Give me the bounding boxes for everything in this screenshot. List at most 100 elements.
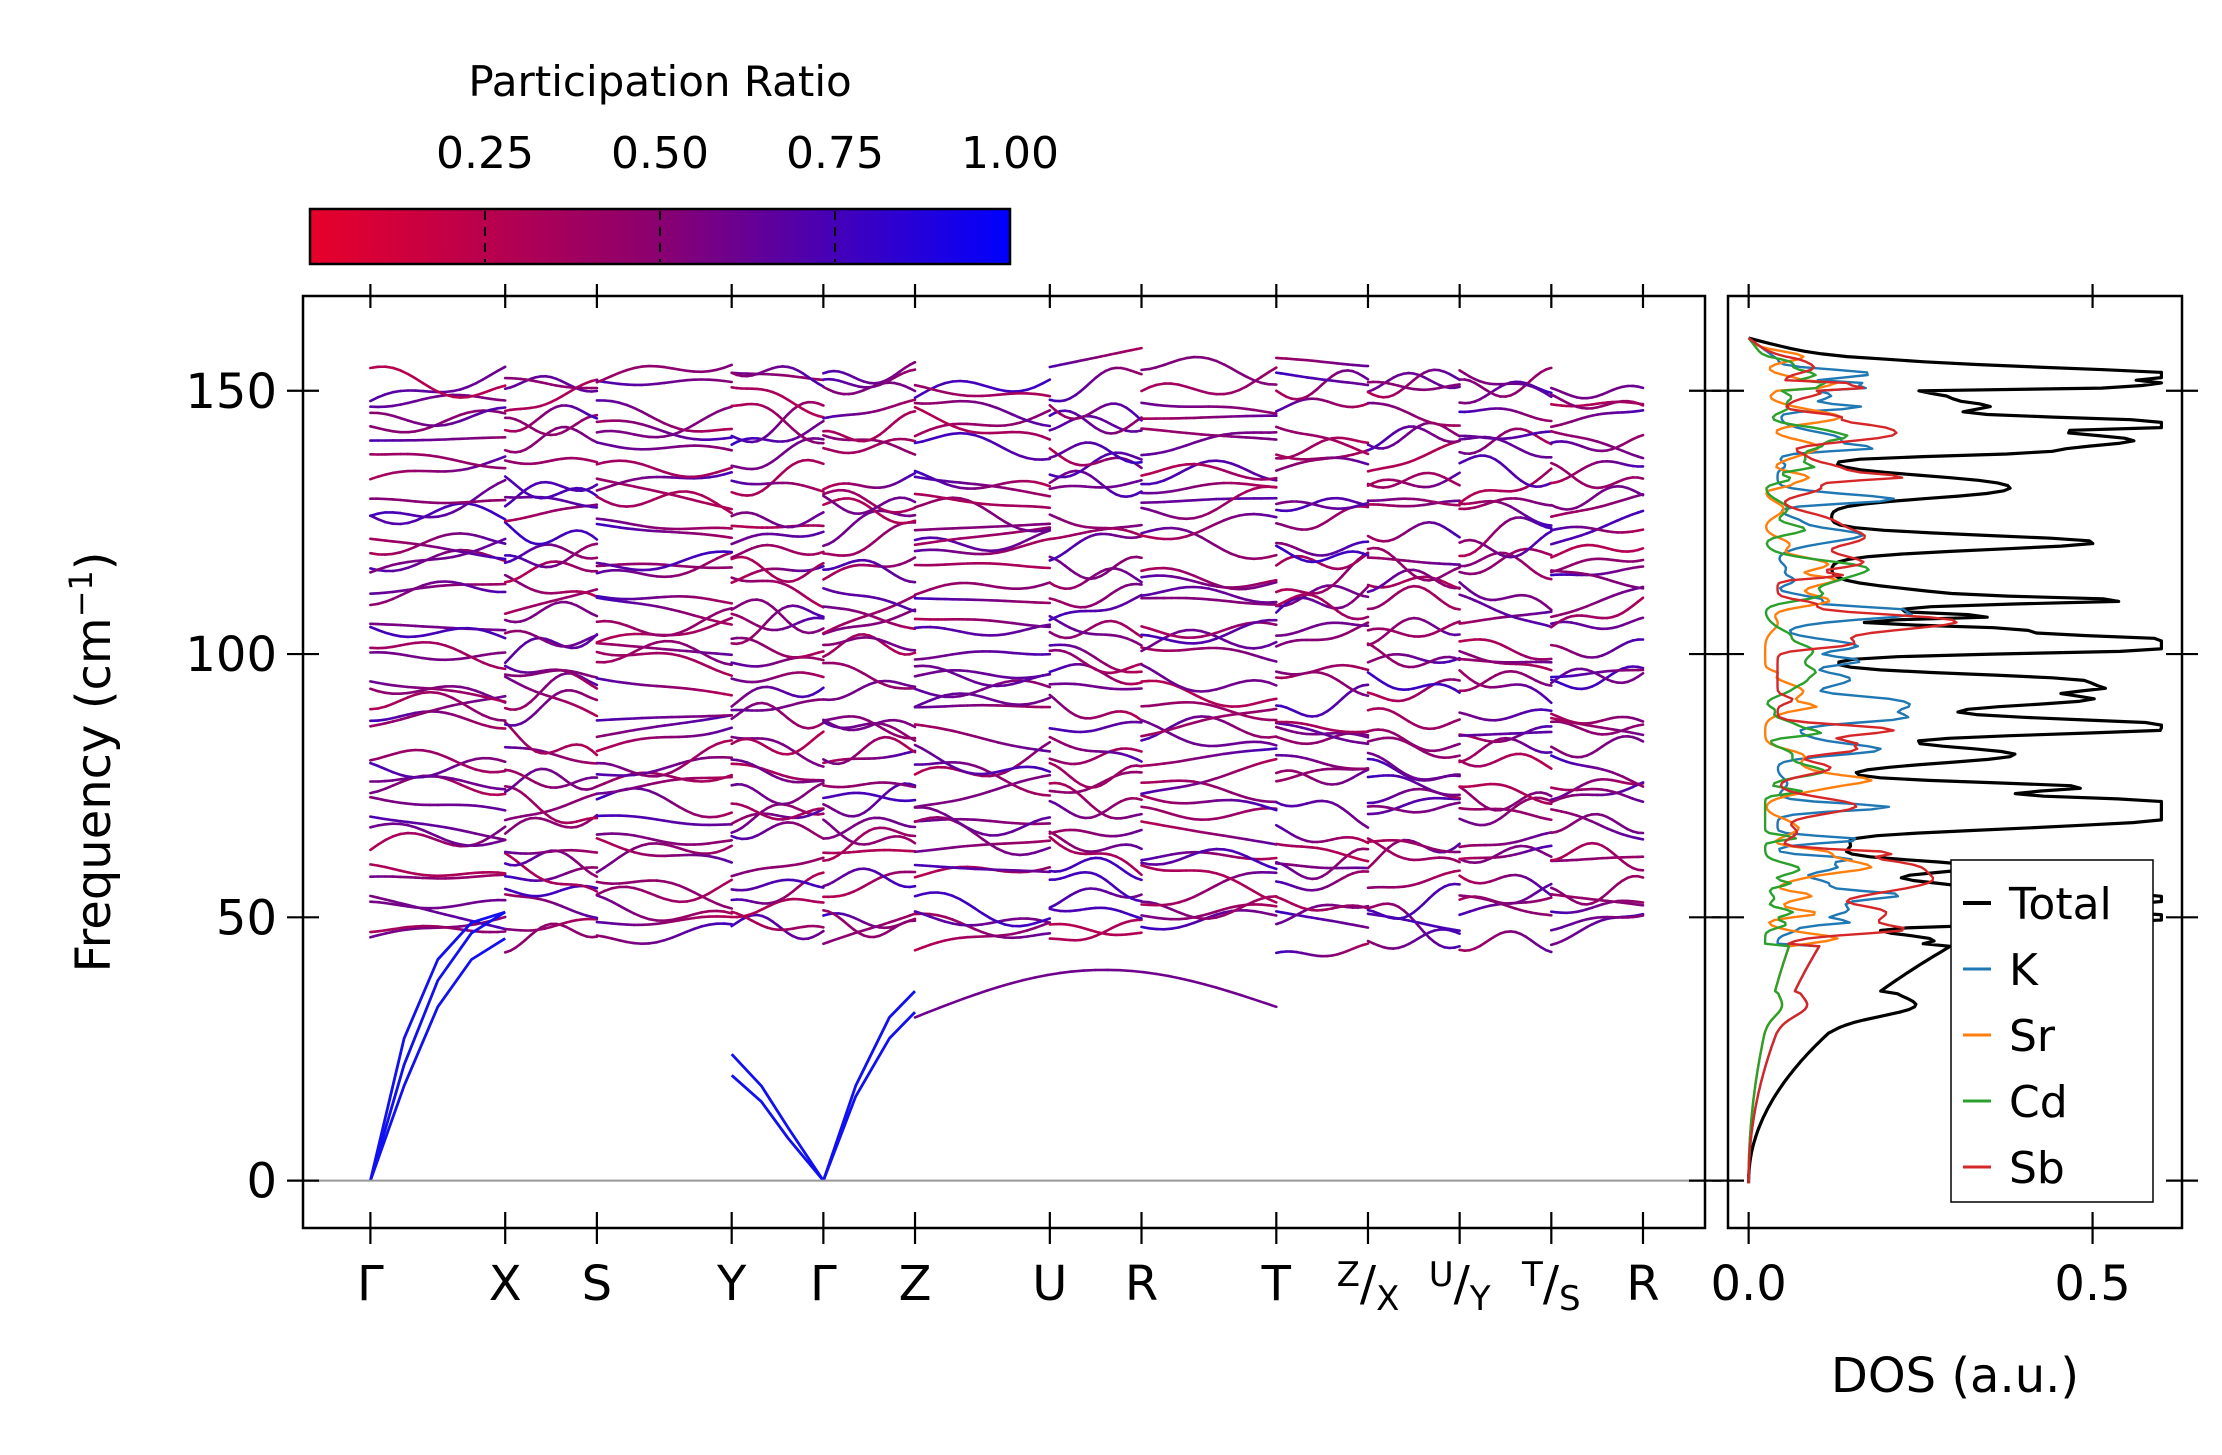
band-segment xyxy=(722,726,734,732)
band-segment xyxy=(685,927,696,934)
band-segment xyxy=(595,836,606,843)
band-segment xyxy=(722,506,734,511)
band-segment xyxy=(1018,756,1029,766)
band-segment xyxy=(496,871,507,875)
band-segment xyxy=(685,555,696,561)
band-segment xyxy=(436,419,447,426)
band-segment xyxy=(722,507,734,515)
band-segment xyxy=(981,912,992,920)
band-segment xyxy=(685,624,696,632)
band-segment xyxy=(466,765,477,771)
band-segment xyxy=(722,905,734,910)
band-segment xyxy=(707,665,719,672)
band-path-segment xyxy=(730,365,825,941)
band-segment xyxy=(816,721,825,728)
band-segment xyxy=(816,856,825,861)
band-segment xyxy=(1135,797,1143,802)
band-segment xyxy=(816,686,825,693)
band-segment xyxy=(488,538,500,544)
band-segment xyxy=(369,843,380,852)
band-segment xyxy=(632,771,644,777)
band-segment xyxy=(466,413,477,420)
band-segment xyxy=(603,374,614,381)
band-segment xyxy=(1135,757,1143,763)
band-segment xyxy=(685,756,696,765)
band-segment xyxy=(908,387,917,393)
band-segment xyxy=(1135,460,1143,465)
band-segment xyxy=(481,536,492,542)
band-segment xyxy=(458,385,470,391)
band-segment xyxy=(908,368,917,373)
band-segment xyxy=(722,671,734,678)
band-segment xyxy=(496,718,507,722)
band-segment xyxy=(692,491,704,497)
band-segment xyxy=(908,838,917,845)
band-segment xyxy=(428,750,440,756)
band-segment xyxy=(816,730,825,737)
band-segment xyxy=(640,499,651,506)
band-segment xyxy=(670,560,681,567)
band-segment xyxy=(692,925,704,931)
band-segment xyxy=(451,758,462,765)
band-segment xyxy=(908,608,917,613)
band-segment xyxy=(590,505,599,509)
band-path-segment xyxy=(913,378,1052,952)
band-segment xyxy=(715,407,726,414)
band-segment xyxy=(369,625,380,632)
band-segment xyxy=(391,699,402,706)
band-segment xyxy=(391,770,402,777)
band-segment xyxy=(406,545,417,552)
band-segment xyxy=(647,641,659,647)
band-segment xyxy=(421,828,432,835)
band-segment xyxy=(384,752,395,758)
band-segment xyxy=(1041,740,1052,749)
band-segment xyxy=(466,584,477,590)
colorbar: Participation Ratio 0.25 0.50 0.75 1.00 xyxy=(308,57,1059,266)
band-segment xyxy=(458,650,470,657)
band-segment xyxy=(595,486,606,492)
band-path-segment xyxy=(503,374,599,954)
band-segment xyxy=(436,838,447,845)
band-segment xyxy=(670,425,681,431)
colorbar-tick-labels: 0.25 0.50 0.75 1.00 xyxy=(436,128,1059,179)
band-segment xyxy=(496,836,507,842)
band-segment xyxy=(496,915,507,921)
band-segment xyxy=(376,393,387,399)
band-segment xyxy=(692,659,704,666)
band-segment xyxy=(590,491,599,498)
band-segment xyxy=(1041,767,1052,774)
band-segment xyxy=(640,915,651,921)
band-segment xyxy=(590,696,599,702)
band-segment xyxy=(1041,793,1052,797)
band-segment xyxy=(473,709,485,717)
band-segment xyxy=(1135,876,1143,882)
band-segment xyxy=(369,475,380,481)
band-segment xyxy=(376,517,387,524)
band-segment xyxy=(647,425,659,431)
band-segment xyxy=(981,506,992,514)
band-segment xyxy=(908,580,917,584)
band-segment xyxy=(1135,869,1143,877)
band-segment xyxy=(610,842,621,849)
band-segment xyxy=(369,395,380,403)
band-segment xyxy=(1041,839,1052,843)
band-segment xyxy=(958,897,969,905)
band-segment xyxy=(496,769,507,774)
band-segment xyxy=(399,416,410,422)
band-segment xyxy=(722,878,734,886)
band-segment xyxy=(590,850,599,854)
band-segment xyxy=(590,633,599,639)
band-segment xyxy=(603,839,614,846)
band-segment xyxy=(590,675,599,679)
band-segment xyxy=(617,765,629,772)
band-segment xyxy=(406,587,417,594)
band-segment xyxy=(816,657,825,662)
band-segment xyxy=(473,689,485,695)
band-segment xyxy=(466,705,477,713)
band-segment xyxy=(722,470,734,476)
band-segment xyxy=(376,755,387,760)
band-segment xyxy=(1041,773,1052,778)
band-segment xyxy=(590,459,599,464)
band-segment xyxy=(496,807,507,812)
band-segment xyxy=(908,798,917,803)
